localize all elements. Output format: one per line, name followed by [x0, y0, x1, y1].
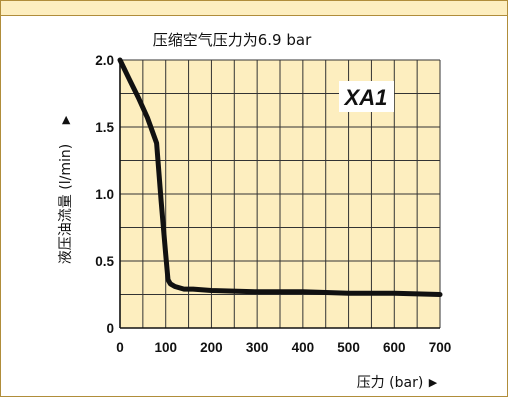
y-axis-label: 液压油流量 (l/min)	[58, 144, 74, 264]
y-tick-label: 1.0	[95, 187, 114, 202]
tick-labels: 0 100 200 300 400 500 600 700 0 0.5 1.0 1.5 2.0	[95, 53, 451, 355]
chart-title: 压缩空气压力为6.9 bar	[153, 31, 312, 49]
x-tick-label: 100	[154, 340, 177, 355]
grid-lines	[120, 59, 441, 328]
y-axis-title: 液压油流量 (l/min) ▶	[58, 115, 74, 264]
y-tick-label: 1.5	[95, 120, 114, 135]
x-axis-label: 压力 (bar)	[357, 375, 424, 391]
xa1-label: XA1	[343, 85, 388, 110]
x-tick-label: 0	[116, 340, 124, 355]
x-tick-label: 400	[292, 340, 315, 355]
x-tick-label: 700	[429, 340, 452, 355]
y-axis-arrow-icon: ▶	[59, 115, 72, 124]
x-tick-label: 600	[383, 340, 406, 355]
x-tick-label: 300	[246, 340, 269, 355]
xa1-badge-box	[339, 81, 394, 112]
xa1-badge: XA1	[339, 81, 394, 112]
axes	[119, 60, 440, 329]
series-line	[117, 57, 443, 297]
x-axis-title: 压力 (bar) ▶	[357, 375, 438, 391]
x-tick-label: 500	[337, 340, 360, 355]
x-tick-label: 200	[200, 340, 223, 355]
x-axis-arrow-icon: ▶	[429, 376, 438, 389]
y-tick-label: 0.5	[95, 254, 114, 269]
y-tick-label: 0	[106, 321, 114, 336]
header-band	[1, 1, 507, 16]
y-tick-label: 2.0	[95, 53, 114, 68]
